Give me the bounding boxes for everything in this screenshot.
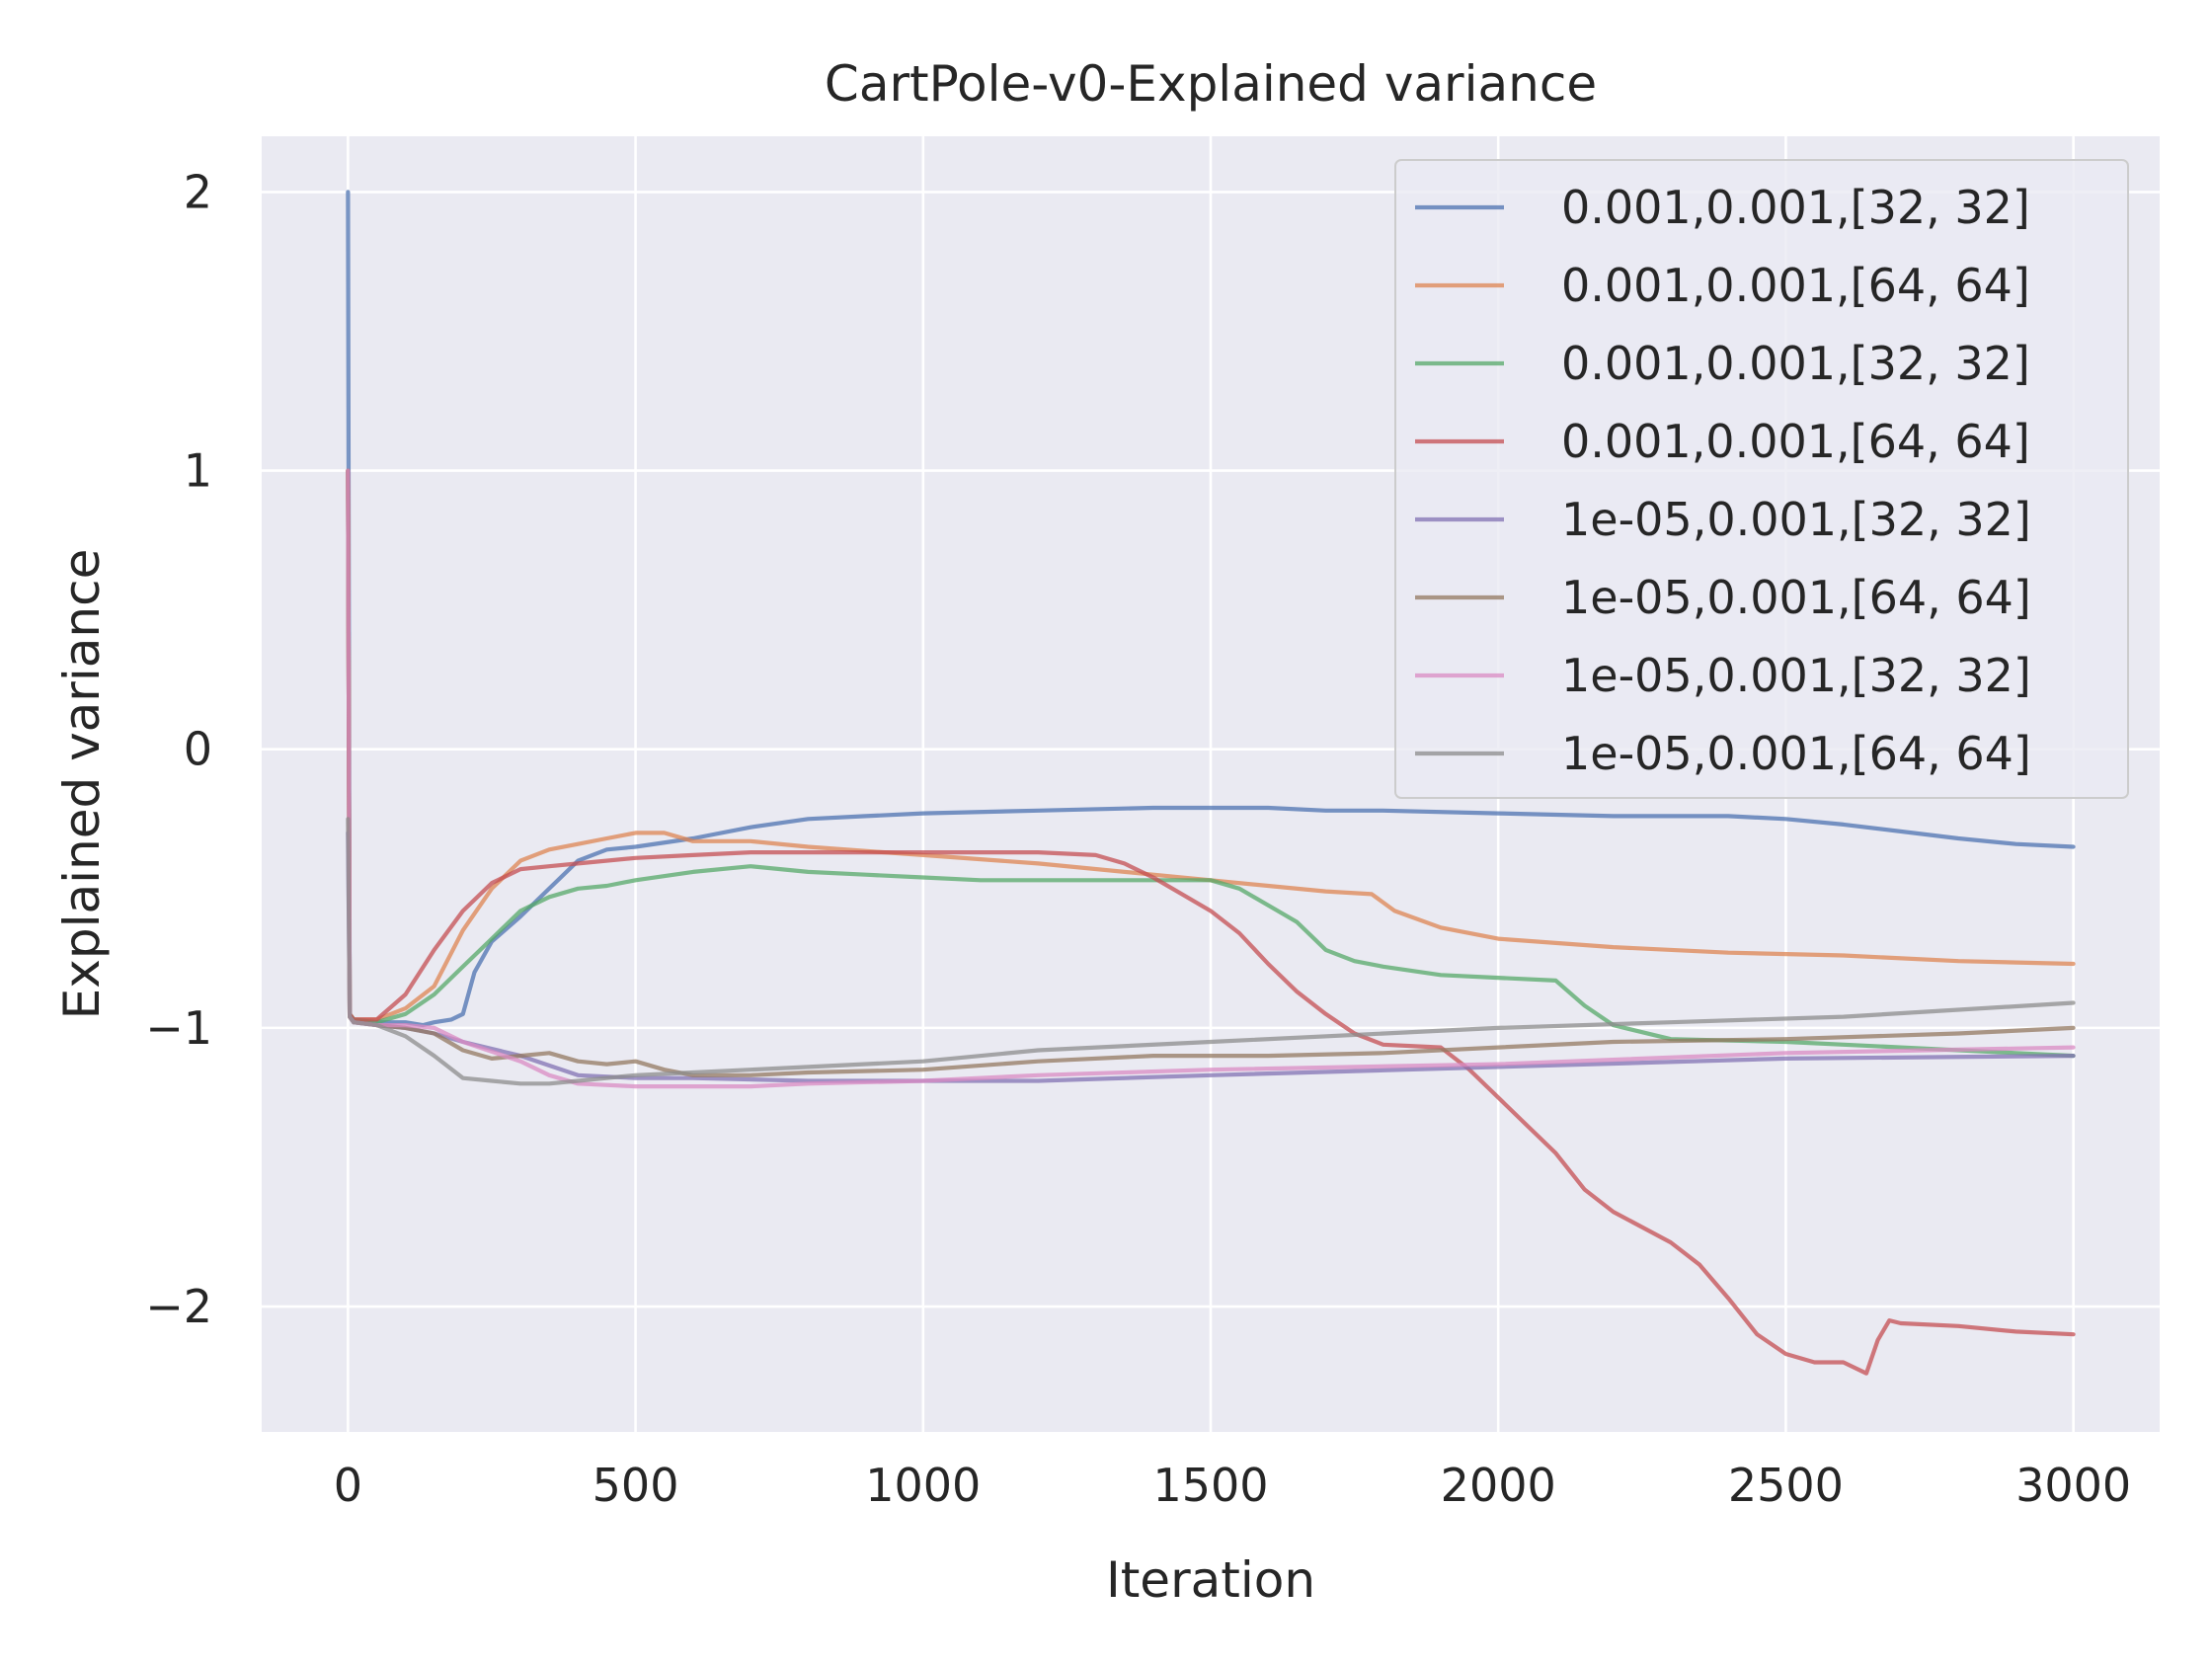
x-tick-label: 1500 [1152,1459,1268,1512]
legend-entry-label: 0.001,0.001,[64, 64] [1561,415,2030,468]
y-tick-label: 1 [184,444,212,498]
y-tick-label: −1 [145,1001,212,1055]
legend-entry-label: 1e-05,0.001,[32, 32] [1561,649,2031,702]
chart-title: CartPole-v0-Explained variance [825,55,1597,113]
x-tick-label: 2000 [1441,1459,1556,1512]
y-tick-label: 2 [184,165,212,218]
y-tick-label: −2 [145,1280,212,1333]
x-axis-label: Iteration [1106,1551,1315,1609]
x-tick-labels: 0 500 1000 1500 2000 2500 3000 [334,1459,2131,1512]
x-tick-label: 3000 [2015,1459,2131,1512]
series-line-3 [346,468,2076,1059]
series-line-2 [346,468,2076,1022]
y-tick-label: 0 [184,723,212,776]
x-tick-label: 2500 [1728,1459,1844,1512]
legend-entry-label: 1e-05,0.001,[64, 64] [1561,571,2031,624]
x-tick-label: 0 [334,1459,362,1512]
series-line-8 [346,817,2076,1086]
legend-entry-label: 0.001,0.001,[64, 64] [1561,259,2030,312]
legend: 0.001,0.001,[32, 32] 0.001,0.001,[64, 64]… [1394,159,2129,799]
series-line-4 [346,468,2076,1376]
legend-entry-label: 1e-05,0.001,[32, 32] [1561,493,2031,546]
x-tick-label: 1000 [865,1459,981,1512]
legend-entry-label: 1e-05,0.001,[64, 64] [1561,727,2031,780]
y-tick-labels: 2 1 0 −1 −2 [145,165,212,1333]
series-line-1 [346,190,2076,1028]
series-lines [346,190,2076,1376]
y-axis-label: Explained variance [53,549,111,1020]
legend-entry-label: 0.001,0.001,[32, 32] [1561,337,2030,390]
legend-entry-label: 0.001,0.001,[32, 32] [1561,181,2030,234]
x-tick-label: 500 [592,1459,679,1512]
series-line-6 [346,468,2076,1077]
legend-box [1394,159,2129,799]
